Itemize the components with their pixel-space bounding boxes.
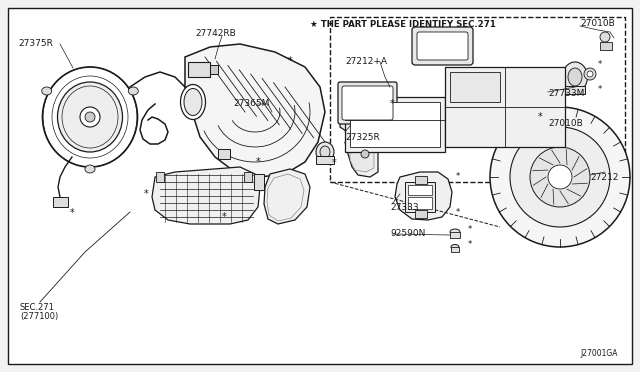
Circle shape: [584, 68, 596, 80]
Text: 27212+A: 27212+A: [345, 58, 387, 67]
Ellipse shape: [58, 82, 122, 152]
Text: 92590N: 92590N: [390, 230, 426, 238]
Polygon shape: [345, 140, 378, 177]
Text: *: *: [221, 212, 227, 222]
Text: *: *: [287, 56, 292, 66]
Text: 27010B: 27010B: [580, 19, 615, 29]
Circle shape: [510, 127, 610, 227]
Text: 27212: 27212: [590, 173, 618, 182]
Circle shape: [490, 107, 630, 247]
Text: *: *: [456, 172, 460, 181]
Bar: [330, 17, 625, 182]
Circle shape: [587, 71, 593, 77]
Bar: [244, 172, 252, 182]
Text: *: *: [332, 158, 337, 168]
Text: 27742RB: 27742RB: [195, 29, 236, 38]
Bar: [345, 97, 445, 152]
Bar: [408, 197, 432, 209]
Bar: [450, 232, 460, 238]
Ellipse shape: [450, 229, 460, 235]
Bar: [450, 72, 500, 102]
Ellipse shape: [42, 67, 138, 167]
Bar: [565, 86, 585, 94]
Text: *: *: [70, 208, 74, 218]
Text: J27001GA: J27001GA: [580, 349, 618, 358]
Bar: [254, 174, 264, 190]
Ellipse shape: [451, 244, 459, 250]
Bar: [445, 67, 565, 147]
Polygon shape: [340, 90, 388, 137]
Bar: [451, 247, 459, 252]
Bar: [316, 156, 334, 164]
Ellipse shape: [568, 68, 582, 86]
Ellipse shape: [85, 165, 95, 173]
FancyBboxPatch shape: [417, 32, 468, 60]
Polygon shape: [395, 172, 452, 220]
Text: *: *: [143, 189, 148, 199]
Text: 27010B: 27010B: [548, 119, 583, 128]
Polygon shape: [264, 169, 310, 224]
Text: *: *: [538, 112, 542, 122]
Circle shape: [530, 147, 590, 207]
Polygon shape: [350, 145, 374, 172]
Ellipse shape: [563, 62, 588, 92]
Bar: [188, 62, 210, 77]
Ellipse shape: [128, 87, 138, 95]
Ellipse shape: [320, 146, 330, 158]
Bar: [218, 149, 230, 159]
Circle shape: [548, 165, 572, 189]
Polygon shape: [152, 167, 260, 224]
Ellipse shape: [184, 89, 202, 115]
Polygon shape: [480, 90, 505, 135]
Circle shape: [85, 112, 95, 122]
Bar: [405, 182, 435, 212]
Text: (277100): (277100): [20, 312, 58, 321]
Bar: [156, 172, 164, 182]
Bar: [415, 210, 427, 218]
Text: *: *: [598, 60, 602, 69]
Polygon shape: [185, 44, 325, 177]
Bar: [415, 176, 427, 184]
Text: *: *: [456, 208, 460, 217]
Text: *: *: [255, 157, 260, 167]
FancyBboxPatch shape: [412, 27, 473, 65]
Text: 27325R: 27325R: [345, 132, 380, 141]
Text: 27333: 27333: [390, 202, 419, 212]
Text: 27375R: 27375R: [18, 39, 53, 48]
Bar: [408, 185, 432, 195]
Text: *: *: [390, 99, 395, 109]
Bar: [53, 197, 68, 207]
Circle shape: [361, 150, 369, 158]
Ellipse shape: [180, 84, 205, 119]
Bar: [600, 42, 612, 50]
Bar: [210, 65, 218, 74]
FancyBboxPatch shape: [338, 82, 397, 124]
Circle shape: [600, 32, 610, 42]
Text: 27733M: 27733M: [548, 90, 584, 99]
Ellipse shape: [316, 142, 334, 162]
Bar: [350, 102, 440, 147]
Text: *: *: [468, 240, 472, 249]
Text: ★ THE PART PLEASE IDENTIFY SEC.271: ★ THE PART PLEASE IDENTIFY SEC.271: [310, 20, 496, 29]
Circle shape: [80, 107, 100, 127]
Ellipse shape: [42, 87, 52, 95]
FancyBboxPatch shape: [342, 86, 393, 120]
Text: *: *: [468, 225, 472, 234]
Text: SEC.271: SEC.271: [20, 302, 55, 311]
Text: *: *: [598, 85, 602, 94]
Text: 27365M: 27365M: [233, 99, 269, 109]
